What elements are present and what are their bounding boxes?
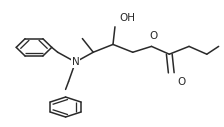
Text: O: O: [177, 77, 185, 87]
Text: N: N: [72, 57, 79, 67]
Text: OH: OH: [119, 13, 135, 23]
Text: O: O: [149, 31, 158, 42]
